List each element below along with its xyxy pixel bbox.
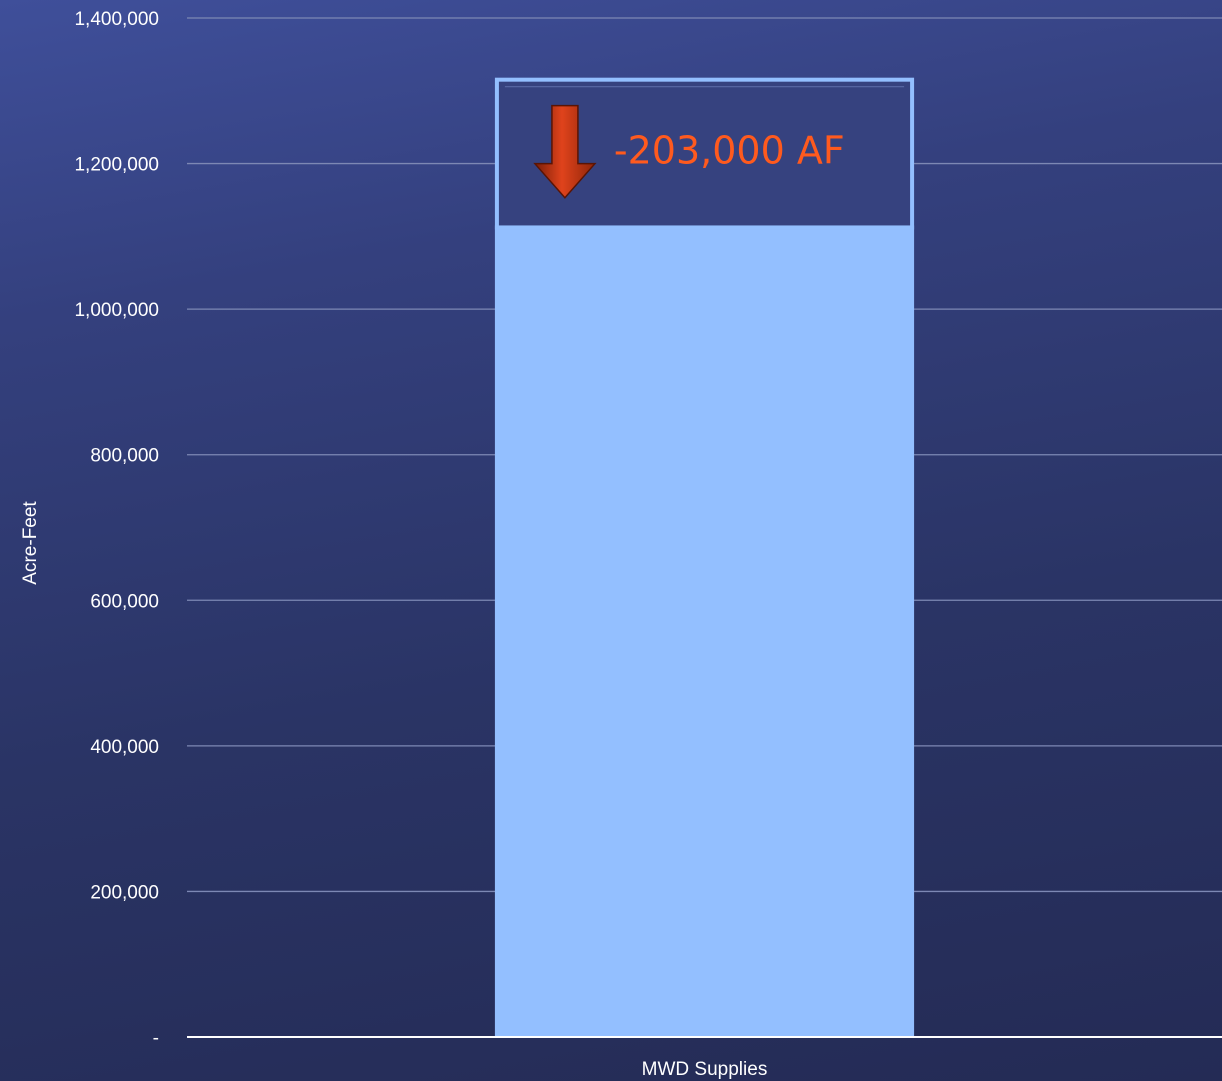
bars (494, 225, 915, 1038)
x-axis-ticks: MWD Supplies (642, 1059, 768, 1080)
y-tick-label: 600,000 (90, 591, 159, 612)
y-axis-title: Acre-Feet (20, 501, 41, 585)
x-tick-label: MWD Supplies (642, 1059, 768, 1080)
y-tick-label: 400,000 (90, 737, 159, 758)
bar (494, 225, 915, 1038)
reduction-box (494, 77, 915, 230)
y-tick-label: 200,000 (90, 882, 159, 903)
reduction-label: -203,000 AF (614, 129, 845, 173)
reduction-annotation: -203,000 AF (494, 77, 915, 230)
y-tick-label: 1,000,000 (74, 300, 159, 321)
y-axis-ticks: - 200,000 400,000 600,000 800,000 1,000,000 1,… (74, 9, 159, 1049)
down-arrow-icon (533, 104, 597, 199)
y-tick-label: 1,400,000 (74, 9, 159, 30)
y-tick-label: - (153, 1028, 159, 1049)
y-tick-label: 1,200,000 (74, 155, 159, 176)
y-tick-label: 800,000 (90, 446, 159, 467)
